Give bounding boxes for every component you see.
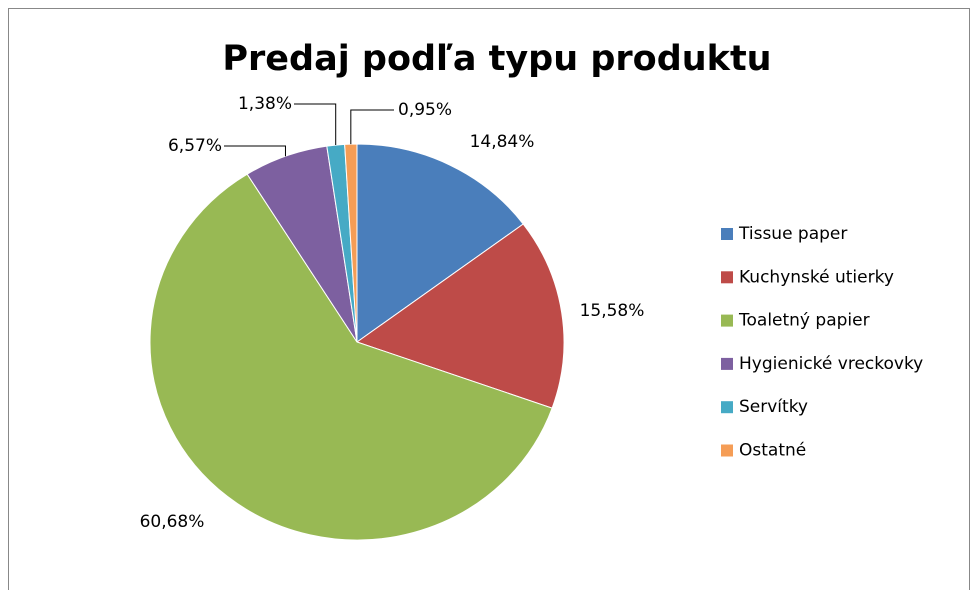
pie-slice xyxy=(344,143,358,343)
data-label: 1,38% xyxy=(238,94,292,114)
pie-slice xyxy=(149,173,553,541)
legend-swatch xyxy=(721,401,733,414)
chart-frame xyxy=(8,8,970,590)
pie-slice xyxy=(356,143,524,343)
data-label: 60,68% xyxy=(140,512,205,532)
leader-line xyxy=(294,103,337,146)
chart-title: Predaj podľa typu produktu xyxy=(222,39,771,79)
legend-swatch xyxy=(721,271,733,284)
data-label: 0,95% xyxy=(398,100,452,120)
data-label: 15,58% xyxy=(580,301,645,321)
pie-slice xyxy=(355,223,565,409)
legend-swatch xyxy=(721,228,733,240)
legend-label: Servítky xyxy=(739,397,808,417)
data-label: 14,84% xyxy=(470,132,535,152)
legend-swatch xyxy=(721,444,733,457)
leader-line xyxy=(350,109,394,145)
legend-swatch xyxy=(721,357,733,370)
legend-label: Kuchynské utierky xyxy=(739,267,894,287)
data-label: 6,57% xyxy=(168,136,222,156)
legend-swatch xyxy=(721,314,733,327)
legend-label: Hygienické vreckovky xyxy=(739,354,923,374)
legend-label: Tissue paper xyxy=(738,224,847,244)
legend-label: Ostatné xyxy=(739,441,806,461)
leader-line xyxy=(224,145,286,157)
legend-label: Toaletný papier xyxy=(738,311,870,331)
